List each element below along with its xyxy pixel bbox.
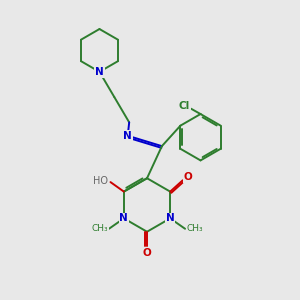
- Text: N: N: [123, 131, 132, 141]
- Text: O: O: [184, 172, 192, 182]
- Text: O: O: [143, 248, 152, 257]
- Text: HO: HO: [94, 176, 109, 186]
- Text: N: N: [95, 67, 104, 77]
- Text: CH₃: CH₃: [186, 224, 203, 233]
- Text: N: N: [166, 213, 175, 224]
- Text: Cl: Cl: [179, 101, 190, 111]
- Text: N: N: [119, 213, 128, 224]
- Text: CH₃: CH₃: [91, 224, 108, 233]
